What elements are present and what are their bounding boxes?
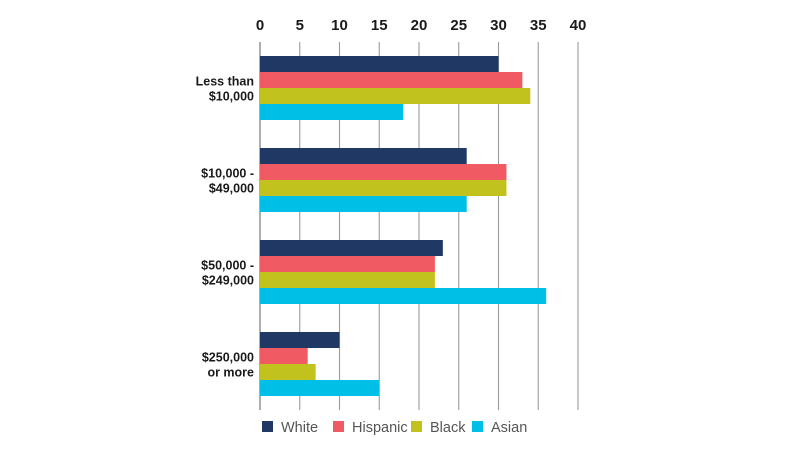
bar-white (260, 148, 467, 164)
legend-label-asian: Asian (491, 420, 527, 436)
legend-swatch-white (262, 421, 273, 432)
bar-asian (260, 104, 404, 120)
bars (260, 56, 547, 396)
bar-hispanic (260, 72, 523, 88)
x-tick-label: 25 (450, 17, 467, 34)
bar-asian (260, 380, 380, 396)
legend-label-white: White (281, 420, 318, 436)
x-tick-labels: 0 5 10 15 20 25 30 35 40 (256, 17, 587, 34)
category-labels: Less than $10,000 $10,000 -$49,000 $50,000 … (196, 75, 254, 380)
bar-asian (260, 196, 467, 212)
bar-black (260, 88, 531, 104)
category-label: Less than $10,000 (196, 75, 254, 104)
category-label: $250,000 or more (202, 351, 254, 380)
bar-black (260, 364, 316, 380)
bar-black (260, 272, 435, 288)
legend-swatch-hispanic (333, 421, 344, 432)
x-tick-label: 20 (411, 17, 428, 34)
x-tick-label: 40 (570, 17, 587, 34)
bar-white (260, 332, 340, 348)
bar-asian (260, 288, 547, 304)
bar-hispanic (260, 164, 507, 180)
legend-swatch-asian (472, 421, 483, 432)
legend-label-hispanic: Hispanic (352, 420, 408, 436)
bar-hispanic (260, 256, 435, 272)
x-tick-label: 5 (296, 17, 304, 34)
legend: White Hispanic Black Asian (262, 420, 527, 436)
x-tick-label: 35 (530, 17, 547, 34)
bar-hispanic (260, 348, 308, 364)
category-label: $10,000 -$49,000 (201, 167, 254, 196)
bar-white (260, 240, 443, 256)
x-tick-label: 15 (371, 17, 388, 34)
x-tick-label: 0 (256, 17, 264, 34)
category-label: $50,000 -$249,000 (201, 259, 254, 288)
bar-black (260, 180, 507, 196)
legend-swatch-black (411, 421, 422, 432)
x-tick-label: 10 (331, 17, 348, 34)
bar-white (260, 56, 499, 72)
legend-label-black: Black (430, 420, 466, 436)
x-tick-label: 30 (490, 17, 507, 34)
